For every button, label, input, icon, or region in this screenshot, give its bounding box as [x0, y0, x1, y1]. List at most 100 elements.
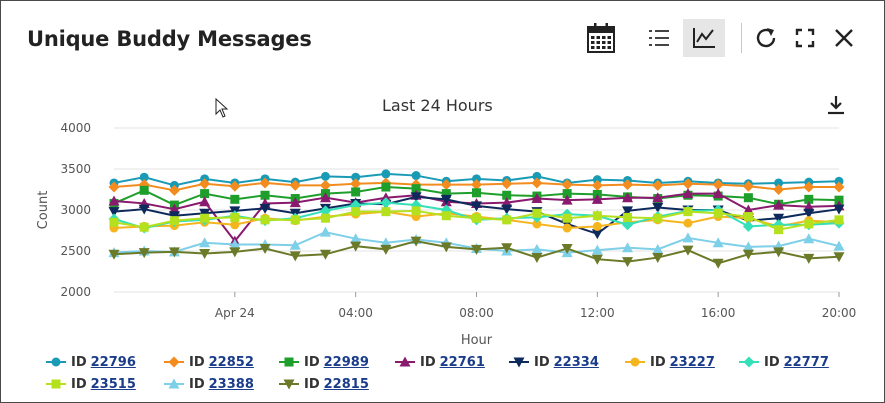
data-point-23388: [652, 243, 664, 254]
data-point-22852: [501, 178, 513, 190]
data-point-23515: [230, 212, 240, 222]
data-point-22815: [682, 245, 694, 256]
x-tick-label: 12:00: [580, 306, 615, 320]
legend-prefix: ID: [534, 354, 550, 370]
legend-item-22777[interactable]: ID 22777: [738, 353, 829, 371]
data-point-22334: [440, 194, 452, 205]
data-point-22815: [410, 236, 422, 247]
data-point-22761: [712, 188, 724, 199]
data-point-23388: [803, 233, 815, 244]
y-tick-label: 4000: [60, 121, 91, 135]
data-point-23515: [713, 208, 723, 218]
data-point-23515: [200, 213, 210, 223]
data-point-23515: [502, 215, 512, 225]
line-chart: 2000 2500 3000 3500 4000 Apr 24 04:00 08:00 12:0…: [36, 121, 856, 348]
legend-item-23515[interactable]: ID 23515: [45, 375, 136, 393]
legend-id-link[interactable]: 22761: [439, 354, 485, 370]
data-point-22815: [712, 258, 724, 269]
legend-id-link[interactable]: 22334: [553, 354, 599, 370]
data-point-23515: [411, 206, 421, 216]
legend-id-link[interactable]: 22989: [323, 354, 369, 370]
data-point-22761: [591, 193, 603, 204]
legend-id-link[interactable]: 22777: [783, 354, 829, 370]
data-point-22852: [652, 179, 664, 191]
data-point-22815: [622, 257, 634, 268]
data-point-22989: [351, 187, 361, 197]
x-tick-label: 04:00: [338, 306, 373, 320]
data-point-22334: [591, 229, 603, 240]
data-point-23515: [260, 215, 270, 225]
legend-id-link[interactable]: 22852: [208, 354, 254, 370]
data-point-22334: [833, 204, 845, 215]
data-point-22989: [743, 193, 753, 203]
y-tick-label: 3500: [60, 162, 91, 176]
data-point-22334: [108, 207, 120, 218]
legend-id-link[interactable]: 23515: [90, 376, 136, 392]
legend-id-link[interactable]: 23388: [208, 376, 254, 392]
legend-id-link[interactable]: 22815: [323, 376, 369, 392]
chart-view-icon: [693, 28, 715, 48]
data-point-23515: [743, 212, 753, 222]
legend-item-22761[interactable]: ID 22761: [394, 353, 485, 371]
fullscreen-button[interactable]: [791, 19, 819, 57]
refresh-button[interactable]: [749, 19, 783, 57]
legend-item-23227[interactable]: ID 23227: [624, 353, 715, 371]
data-point-22334: [410, 192, 422, 203]
calendar-button[interactable]: [583, 19, 619, 57]
data-point-22815: [652, 253, 664, 264]
data-point-22852: [712, 179, 724, 191]
download-button[interactable]: [825, 94, 847, 121]
close-icon: [835, 29, 853, 47]
data-point-22852: [561, 179, 573, 191]
data-point-22815: [561, 244, 573, 255]
fullscreen-icon: [795, 28, 815, 48]
legend-marker-icon: [625, 357, 645, 367]
data-point-23227: [532, 219, 542, 229]
legend-marker-icon: [46, 357, 66, 367]
legend-marker-icon: [279, 357, 299, 367]
data-point-22989: [472, 188, 481, 198]
list-view-button[interactable]: [641, 19, 677, 57]
data-point-22815: [742, 249, 754, 260]
y-tick-label: 2000: [60, 285, 91, 299]
data-point-23515: [441, 211, 451, 221]
data-point-22989: [562, 189, 572, 199]
widget-title: Unique Buddy Messages: [27, 27, 312, 51]
data-point-22777: [742, 220, 754, 232]
data-point-22852: [319, 179, 331, 191]
legend-item-22989[interactable]: ID 22989: [278, 353, 369, 371]
close-button[interactable]: [829, 19, 859, 57]
legend-prefix: ID: [189, 354, 205, 370]
legend-item-22852[interactable]: ID 22852: [163, 353, 254, 371]
legend-item-23388[interactable]: ID 23388: [163, 375, 254, 393]
refresh-icon: [756, 28, 776, 48]
data-point-23515: [653, 213, 663, 223]
data-point-23388: [712, 237, 724, 248]
data-point-22796: [472, 174, 481, 184]
data-point-23515: [774, 225, 784, 235]
chart-view-button[interactable]: [683, 19, 725, 57]
data-point-22815: [501, 243, 513, 254]
legend-id-link[interactable]: 23227: [669, 354, 715, 370]
data-point-22796: [381, 169, 391, 179]
data-point-22796: [532, 171, 542, 181]
data-point-22852: [471, 179, 482, 191]
legend-prefix: ID: [650, 354, 666, 370]
data-point-22852: [108, 181, 120, 193]
legend-id-link[interactable]: 22796: [90, 354, 136, 370]
data-point-22852: [682, 178, 694, 190]
data-point-22852: [289, 179, 301, 191]
legend-item-22796[interactable]: ID 22796: [45, 353, 136, 371]
data-point-22334: [652, 203, 664, 214]
data-point-22761: [652, 192, 664, 203]
legend-marker-icon: [279, 379, 299, 390]
data-point-22796: [139, 172, 149, 182]
legend-prefix: ID: [304, 376, 320, 392]
legend-item-22815[interactable]: ID 22815: [278, 375, 369, 393]
data-point-23388: [622, 242, 634, 253]
data-point-22852: [742, 180, 754, 192]
legend-item-22334[interactable]: ID 22334: [508, 353, 599, 371]
data-point-22761: [803, 201, 815, 212]
data-point-23227: [592, 221, 602, 231]
